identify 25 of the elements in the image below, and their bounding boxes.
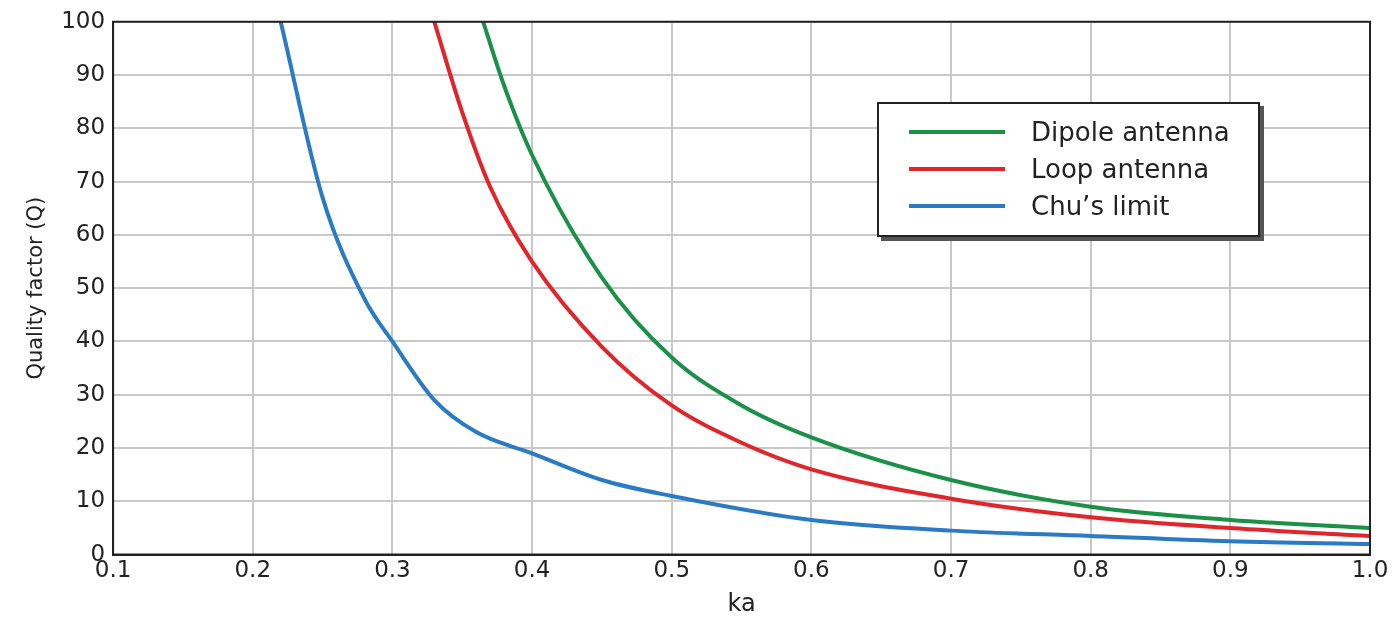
x-tick-label: 0.2 <box>234 556 272 583</box>
legend-label: Loop antenna <box>1031 154 1210 185</box>
x-tick-label: 0.8 <box>1072 556 1109 583</box>
x-tick-label: 0.3 <box>374 556 411 583</box>
y-tick-label: 20 <box>75 433 106 460</box>
y-tick-label: 100 <box>61 6 106 33</box>
y-tick-label: 30 <box>75 379 106 406</box>
y-tick-label: 60 <box>75 219 106 246</box>
x-tick-label: 0.6 <box>793 556 830 583</box>
x-tick-label: 1.0 <box>1351 556 1389 583</box>
line-series <box>278 21 1370 546</box>
legend-label: Dipole antenna <box>1031 117 1230 148</box>
x-tick-label: 0.9 <box>1212 556 1249 583</box>
y-tick-label: 90 <box>75 60 106 87</box>
y-tick-label: 50 <box>75 273 106 300</box>
y-tick-label: 40 <box>75 326 106 353</box>
x-tick-label: 0.7 <box>932 556 970 583</box>
legend-label: Chu’s limit <box>1031 191 1170 222</box>
x-tick-label: 0.4 <box>513 556 551 583</box>
y-tick-label: 10 <box>75 486 106 513</box>
y-axis-title: Quality factor (Q) <box>23 196 48 380</box>
y-tick-label: 70 <box>75 166 106 193</box>
x-tick-label: 0.5 <box>653 556 691 583</box>
x-axis-title: ka <box>727 588 756 617</box>
y-tick-label: 80 <box>75 113 106 140</box>
